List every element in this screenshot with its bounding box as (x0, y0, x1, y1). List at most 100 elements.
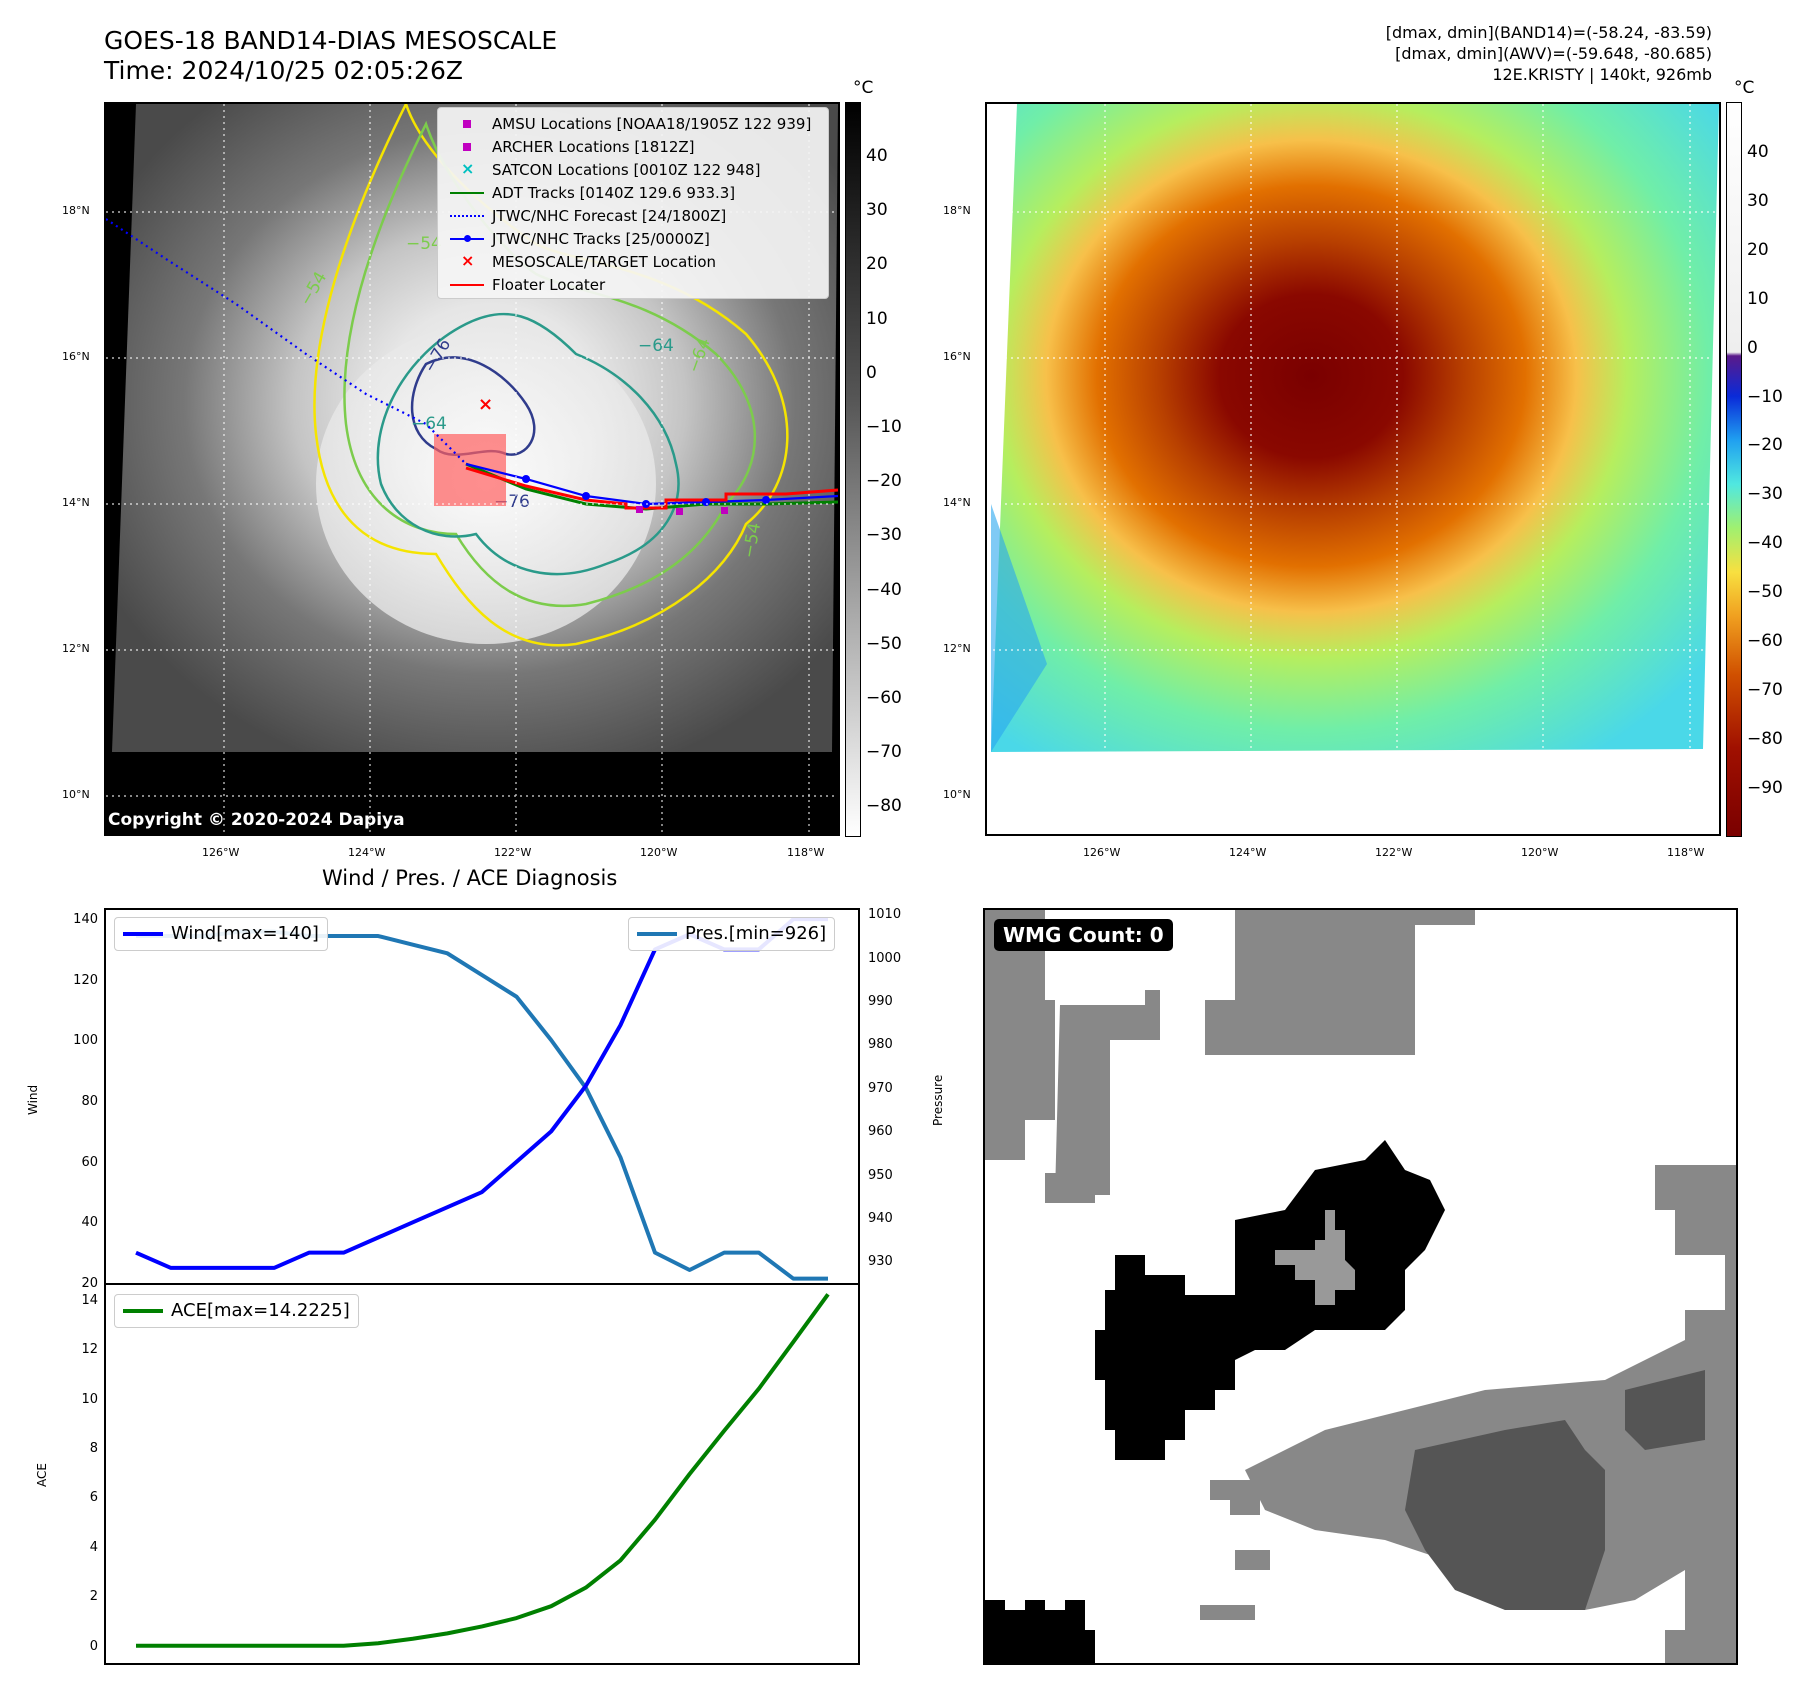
wmg-darkgray-regions (1405, 1370, 1705, 1610)
lon-label: 126°W (1083, 846, 1121, 859)
awv-colorbar-tick: −30 (1747, 484, 1783, 505)
pressure-line (136, 929, 828, 1281)
lon-label: 126°W (202, 846, 240, 859)
band14-colorbar-tick: −70 (866, 742, 902, 763)
awv-gridlines (987, 104, 1719, 834)
pressure-axis-tick: 1010 (868, 907, 902, 923)
wmg-panel (983, 908, 1738, 1665)
pressure-axis-tick: 990 (868, 994, 893, 1010)
amsu-markers (636, 506, 728, 515)
wind-axis-tick: 100 (73, 1033, 98, 1049)
wind-axis-tick: 60 (81, 1154, 98, 1170)
square-marker-icon (448, 137, 486, 157)
dotted-line-icon (448, 206, 486, 226)
legend-item-floater: Floater Locater (448, 274, 605, 294)
pressure-axis-tick: 930 (868, 1254, 893, 1270)
contour-teal (376, 312, 680, 576)
band14-colorbar-tick: −10 (866, 417, 902, 437)
copyright-label: Copyright © 2020-2024 Dapiya (108, 810, 405, 830)
band14-colorbar-tick: −60 (866, 688, 902, 708)
legend-item-tracks: JTWC/NHC Tracks [25/0000Z] (448, 228, 710, 248)
lon-label: 122°W (1375, 846, 1413, 859)
ace-axis-tick: 6 (89, 1490, 98, 1506)
lat-label: 12°N (943, 642, 971, 655)
lon-label: 120°W (1521, 846, 1559, 859)
info-line-3: 12E.KRISTY | 140kt, 926mb (1492, 65, 1712, 84)
diagnosis-title: Wind / Pres. / ACE Diagnosis (322, 866, 618, 890)
awv-colorbar-tick: −70 (1747, 679, 1783, 700)
info-line-1: [dmax, dmin](BAND14)=(-58.24, -83.59) (1385, 23, 1712, 42)
contour-label: −54 (406, 234, 442, 254)
wind-axis-tick: 40 (81, 1215, 98, 1231)
awv-map-panel (985, 102, 1721, 836)
wind-line (135, 917, 828, 1270)
band14-colorbar-tick: 30 (866, 200, 888, 221)
lat-label: 10°N (943, 788, 971, 801)
colorbar-unit-label: °C (853, 78, 874, 98)
wmg-svg (985, 910, 1736, 1663)
awv-colorbar-tick: −10 (1747, 386, 1783, 407)
wmg-black-ring (1095, 1140, 1445, 1460)
contour-label: −64 (638, 336, 674, 356)
lon-label: 118°W (787, 846, 825, 859)
awv-image-area (991, 104, 1719, 752)
pressure-axis-tick: 980 (868, 1037, 893, 1053)
lon-label: 124°W (1229, 846, 1267, 859)
ace-legend: ACE[max=14.2225] (114, 1294, 359, 1328)
awv-colorbar-tick: 0 (1747, 337, 1758, 358)
wind-axis-label: Wind (26, 1084, 40, 1115)
awv-colorbar-tick: −50 (1747, 582, 1783, 603)
map-legend: AMSU Locations [NOAA18/1905Z 122 939] AR… (437, 107, 829, 299)
x-marker-icon: × (461, 250, 475, 270)
awv-colorbar-tick: 30 (1747, 190, 1769, 211)
lon-label: 124°W (348, 846, 386, 859)
pressure-legend: Pres.[min=926] (628, 917, 836, 951)
target-x-marker: × (478, 394, 493, 415)
lat-label: 16°N (943, 350, 971, 363)
pressure-axis-tick: 1000 (868, 950, 902, 966)
ace-svg (136, 1293, 830, 1648)
legend-item-amsu: AMSU Locations [NOAA18/1905Z 122 939] (448, 113, 811, 133)
figure-title: GOES-18 BAND14-DIAS MESOSCALE Time: 2024… (104, 26, 557, 86)
lat-label: 14°N (62, 496, 90, 509)
band14-colorbar-tick: −20 (866, 471, 902, 492)
wind-axis-tick: 80 (81, 1094, 98, 1110)
ace-axis-tick: 4 (89, 1539, 98, 1555)
awv-dry-region (991, 504, 1047, 752)
legend-item-target: × MESOSCALE/TARGET Location (448, 251, 716, 271)
wind-axis-tick: 140 (73, 912, 98, 928)
band14-colorbar-tick: 40 (866, 146, 888, 166)
ace-line (136, 1293, 830, 1648)
info-line-2: [dmax, dmin](AWV)=(-59.648, -80.685) (1395, 44, 1712, 63)
awv-colorbar-tick: −80 (1747, 728, 1783, 749)
lon-label: 120°W (640, 846, 678, 859)
ace-axis-tick: 8 (89, 1441, 98, 1457)
contour-label: −64 (411, 414, 447, 434)
awv-colorbar-tick: −40 (1747, 533, 1783, 554)
band14-colorbar-tick: 0 (866, 362, 877, 383)
wind-line-icon (123, 932, 163, 936)
wind-pressure-chart (104, 908, 860, 1285)
line-marker-icon (448, 275, 486, 295)
ace-axis-label: ACE (35, 1463, 49, 1487)
lon-label: 122°W (494, 846, 532, 859)
lat-label: 18°N (62, 204, 90, 217)
lat-label: 12°N (62, 642, 90, 655)
line-dot-icon (448, 229, 486, 249)
band14-colorbar (845, 102, 861, 837)
jtwc-forecast-track (106, 218, 467, 465)
legend-item-archer: ARCHER Locations [1812Z] (448, 136, 695, 156)
pressure-axis-label: Pressure (931, 1074, 945, 1126)
legend-item-adt: ADT Tracks [0140Z 129.6 933.3] (448, 182, 735, 202)
band14-colorbar-tick: −50 (866, 633, 902, 654)
wmg-eye-region (1275, 1210, 1355, 1305)
contour-navy (410, 356, 536, 457)
ace-axis-tick: 2 (89, 1589, 98, 1605)
ace-line-icon (123, 1309, 163, 1313)
wmg-count-badge: WMG Count: 0 (994, 919, 1173, 951)
ace-axis-tick: 12 (81, 1342, 98, 1358)
wind-legend: Wind[max=140] (114, 917, 328, 951)
lat-label: 14°N (943, 496, 971, 509)
lat-label: 16°N (62, 350, 90, 363)
awv-colorbar-tick: −90 (1747, 777, 1783, 798)
